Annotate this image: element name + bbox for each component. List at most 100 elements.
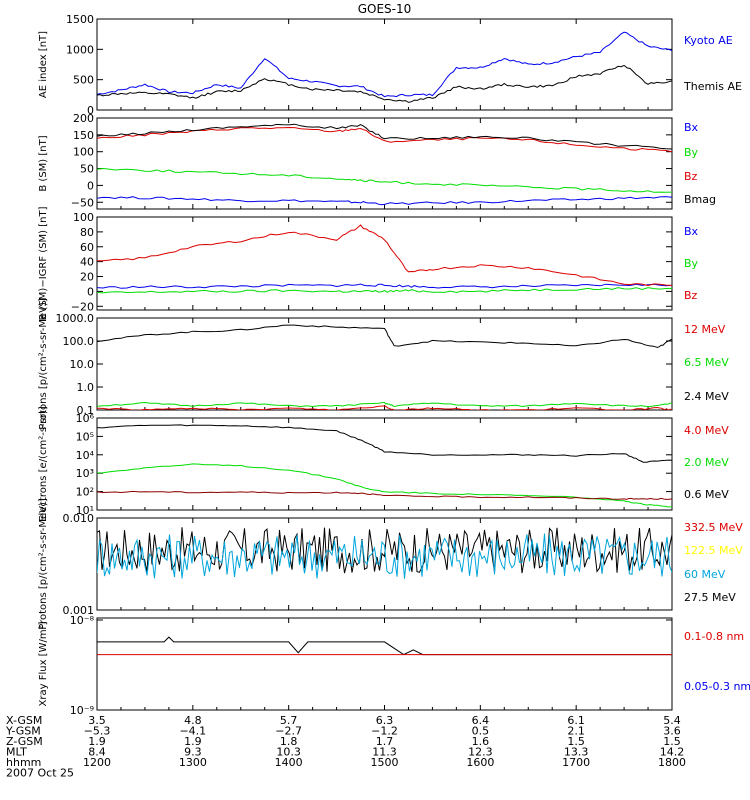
y-tick-label: 1000.0 [56,312,95,325]
y-tick-label: 0 [87,104,94,117]
y-tick-label: 40 [80,256,94,269]
ephemeris-value: 11.3 [372,746,397,759]
panel-protons-high: 0.010 0.001 Protons [p/(cm²-s-sr-MeV)] 332.… [38,498,743,630]
legend-entry-332-5-mev: 332.5 MeV [684,521,743,534]
ephemeris-value: 1.6 [472,735,490,748]
series-line-bz [97,126,672,153]
legend-entry-0-05-0-3-nm: 0.05-0.3 nm [684,680,750,693]
panel-frame [96,216,673,311]
y-tick-label: 10⁴ [76,449,95,462]
ephemeris-value: 3.5 [88,714,106,727]
legend-entry-by: By [684,257,699,270]
series-line-bmag [97,123,672,150]
y-tick-label: 100.0 [63,335,95,348]
legend-entry-2-0-mev: 2.0 MeV [684,456,729,469]
y-tick-label: 200 [73,112,94,125]
panel-electrons: 10⁶ 10⁵ 10⁴ 10³ 10² 10¹ Electrons [e/(cm²-s-sr… [38,406,729,522]
y-tick-label: 1000 [66,43,94,56]
ephemeris-value: 5.4 [663,714,681,727]
ephemeris-value: 14.2 [660,746,685,759]
ephemeris-value: 1.5 [663,735,681,748]
panel-ae-index: 0 500 1000 1500 AE index [nT] Kyoto AE Themis … [38,13,742,117]
ephemeris-value: 1.8 [280,735,298,748]
ephemeris-value: −5.3 [84,725,111,738]
legend-entry-bx: Bx [684,121,699,134]
y-tick-label: 0.010 [63,512,95,525]
y-tick-label: 1.0 [77,381,95,394]
ephemeris-row-label: X-GSM [6,714,42,727]
panel-frame [96,617,673,711]
series-line-bx [97,196,672,206]
y-tick-label: 60 [80,241,94,254]
panel-protons-low: 1000.0 100.0 10.0 1.0 0.1 Protons [p/(cm²-s-s… [38,298,729,430]
y-tick-label: 10.0 [70,358,95,371]
panel-frame [96,317,673,411]
series-line-themis-ae [97,64,672,103]
series-line-60-mev [97,533,672,579]
legend-entry-0-6-mev: 0.6 MeV [684,488,729,501]
y-tick-label: 10⁻⁸ [70,614,95,627]
ephemeris-value: 6.3 [376,714,394,727]
ephemeris-value: 1.9 [184,735,202,748]
ephemeris-row-label: Z-GSM [6,735,43,748]
y-axis-title: Xray Flux [W/m²] [38,621,49,706]
series-line-kyoto-ae [97,31,672,98]
y-axis-title: B (SM)−IGRF (SM) [nT] [38,206,49,320]
ephemeris-value: 3.6 [663,725,681,738]
legend-entry-0-1-0-8-nm: 0.1-0.8 nm [684,630,744,643]
y-tick-label: 100 [73,211,94,224]
series-line-12-mev [97,405,672,410]
plot-date: 2007 Oct 25 [6,767,74,780]
ephemeris-value: 1400 [275,756,303,769]
y-tick-label: 20 [80,271,94,284]
y-tick-label: 10⁶ [76,412,95,425]
y-axis-title: Protons [p/(cm²-s-sr-MeV)] [38,498,49,630]
series-line-2-4-mev [97,324,672,349]
y-tick-label: 10⁻⁹ [70,704,94,717]
ephemeris-value: 1700 [562,756,590,769]
y-tick-label: 80 [80,226,94,239]
panel-b-sm: 200 150 100 50 0 −50 B (SM) [nT] Bx By Bz Bmag [38,112,716,210]
ephemeris-value: 13.3 [564,746,589,759]
ephemeris-value: 5.7 [280,714,298,727]
y-tick-label: 50 [80,163,94,176]
y-tick-label: 10² [76,486,94,499]
panel-xray: 10⁻⁸ 10⁻⁹ Xray Flux [W/m²] 0.1-0.8 nm 0.05-0… [38,614,750,717]
y-tick-label: 10⁵ [76,430,94,443]
ephemeris-value: −1.2 [371,725,398,738]
ephemeris-value: −2.7 [275,725,302,738]
y-tick-label: 500 [73,74,94,87]
series-line-bz [97,224,672,287]
y-tick-label: 0.1 [77,404,95,417]
legend-entry-by: By [684,146,699,159]
legend-entry-12-mev: 12 MeV [684,323,726,336]
y-tick-label: 100 [73,146,94,159]
ephemeris-value: 1600 [466,756,494,769]
ephemeris-value: 1.5 [567,735,585,748]
ephemeris-value: 1200 [83,756,111,769]
legend-entry-122-5-mev: 122.5 MeV [684,544,743,557]
y-axis-title: Electrons [e/(cm²-s-sr)] [38,406,49,522]
series-line-0-6-mev [97,424,672,463]
panel-b-minus-igrf: 100 80 60 40 200 −20 B (SM)−IGRF (SM) [nT] Bx By… [38,206,699,320]
y-axis-title: B (SM) [nT] [38,135,49,191]
legend-entry-60-mev: 60 MeV [684,568,726,581]
series-line-2-0-mev [97,463,672,508]
y-tick-label: −20 [71,300,94,313]
y-tick-label: 150 [73,129,94,142]
ephemeris-value: 9.3 [184,746,202,759]
ephemeris-value: 12.3 [468,746,493,759]
legend-entry-bz: Bz [684,289,698,302]
ephemeris-value: 0.5 [472,725,490,738]
ephemeris-value: 10.3 [276,746,301,759]
legend-entry-2-4-mev: 2.4 MeV [684,390,729,403]
ephemeris-row-label: Y-GSM [5,725,41,738]
legend-entry-6-5-mev: 6.5 MeV [684,356,729,369]
y-axis-title: Protons [p/(cm²-s-sr-MeV)] [38,298,49,430]
ephemeris-value: 8.4 [88,746,106,759]
ephemeris-value: 1300 [179,756,207,769]
ephemeris-value: 1500 [371,756,399,769]
ephemeris-value: −4.1 [179,725,206,738]
series-line-27-5-mev [97,527,672,574]
